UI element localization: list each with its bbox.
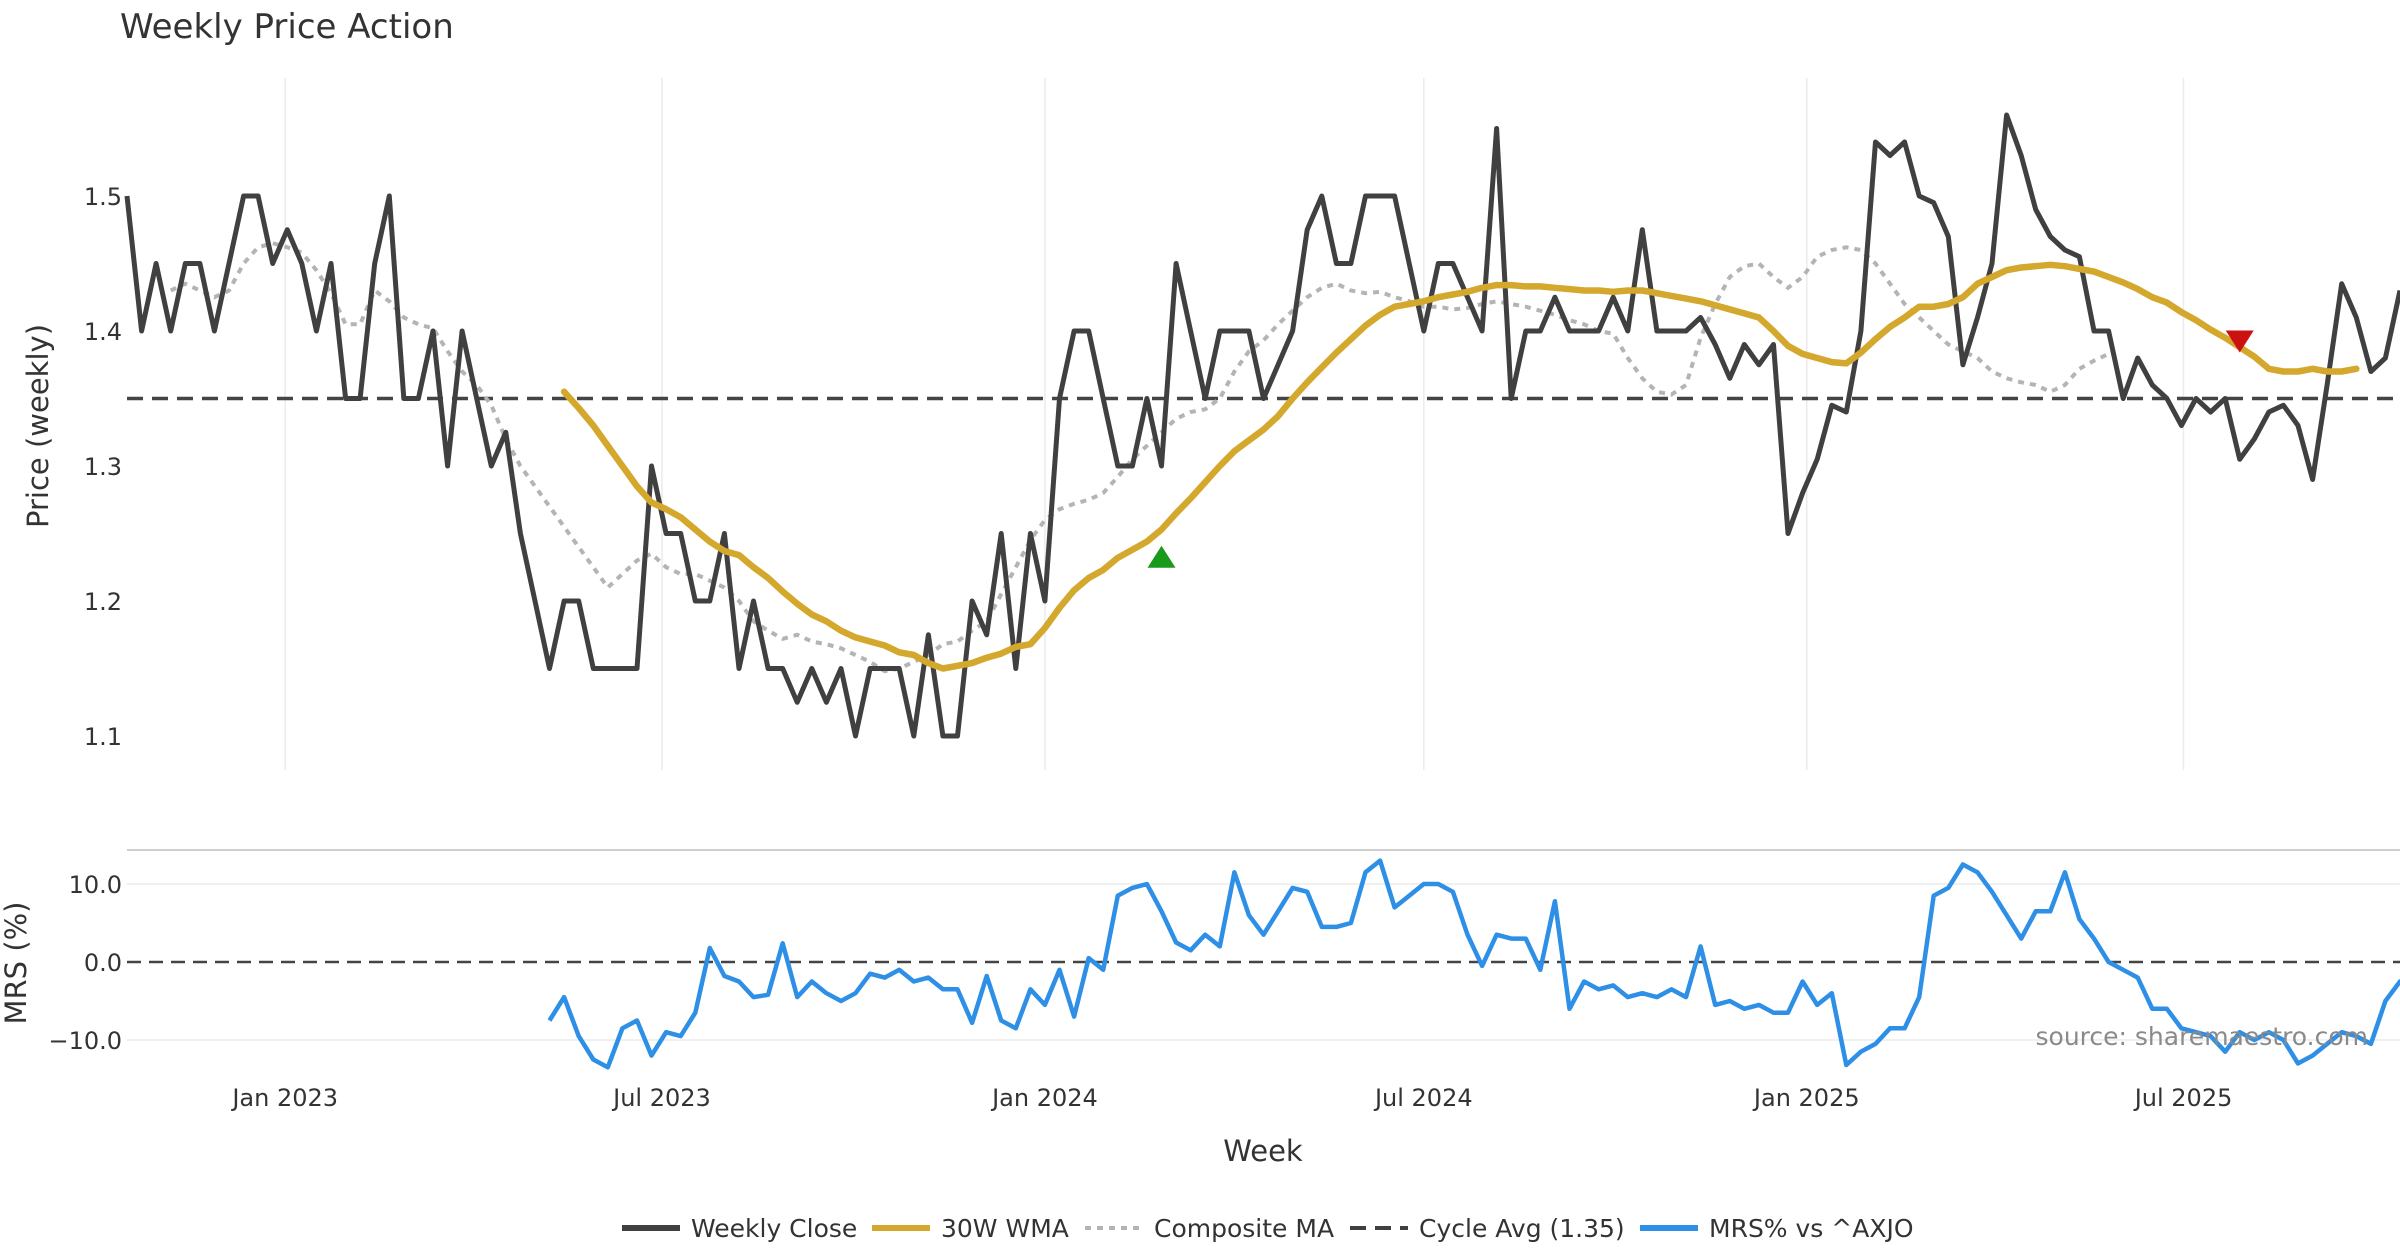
mrs-y-axis-label: MRS (%) — [0, 902, 33, 1025]
legend-label: 30W WMA — [941, 1214, 1069, 1243]
legend-item: Composite MA — [1085, 1214, 1334, 1243]
x-tick-label: Jan 2025 — [1752, 1084, 1860, 1112]
buy-signal-marker — [1147, 545, 1176, 568]
x-tick-label: Jan 2023 — [230, 1084, 338, 1112]
series-layer — [124, 112, 2400, 1070]
weekly-close-line — [124, 112, 2400, 739]
composite-ma-line — [169, 241, 2110, 674]
legend-label: Weekly Close — [691, 1214, 857, 1243]
legend-label: Composite MA — [1154, 1214, 1334, 1243]
source-watermark: source: sharemaestro.com — [2036, 1022, 2369, 1051]
mrs-y-tick-label: 10.0 — [69, 871, 122, 899]
signal-markers — [1147, 330, 2254, 568]
price-y-axis-label: Price (weekly) — [21, 324, 55, 528]
legend-item: 30W WMA — [872, 1214, 1069, 1243]
x-tick-label: Jul 2024 — [1373, 1084, 1473, 1112]
price-y-tick-label: 1.5 — [84, 183, 122, 211]
x-tick-label: Jul 2023 — [611, 1084, 711, 1112]
price-y-tick-label: 1.4 — [84, 318, 122, 346]
legend-item: Weekly Close — [622, 1214, 857, 1243]
x-axis-label: Week — [1223, 1134, 1303, 1168]
price-y-tick-label: 1.1 — [84, 723, 122, 751]
axis-ticks: Jan 2023 Jul 2023 Jan 2024 Jul 2024 Jan 2025… — [48, 183, 2232, 1112]
gridlines — [127, 78, 2400, 1041]
x-tick-label: Jan 2024 — [990, 1084, 1098, 1112]
chart-title: Weekly Price Action — [120, 7, 454, 47]
legend-label: MRS% vs ^AXJO — [1709, 1214, 1914, 1243]
sell-signal-marker — [2225, 330, 2254, 353]
legend-item: Cycle Avg (1.35) — [1350, 1214, 1625, 1243]
legend-item: MRS% vs ^AXJO — [1640, 1214, 1914, 1243]
legend-label: Cycle Avg (1.35) — [1419, 1214, 1625, 1243]
price-y-tick-label: 1.2 — [84, 588, 122, 616]
mrs-y-tick-label: −10.0 — [48, 1027, 122, 1055]
price-y-tick-label: 1.3 — [84, 453, 122, 481]
mrs-line — [547, 858, 2400, 1070]
30w-wma-line — [560, 261, 2360, 672]
mrs-y-tick-label: 0.0 — [84, 949, 122, 977]
legend: Weekly Close 30W WMA Composite MA Cycle Avg… — [622, 1214, 1914, 1243]
x-tick-label: Jul 2025 — [2133, 1084, 2233, 1112]
